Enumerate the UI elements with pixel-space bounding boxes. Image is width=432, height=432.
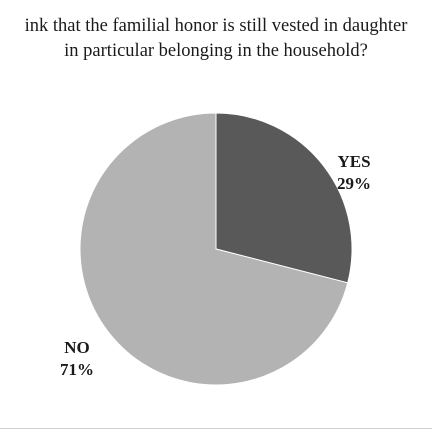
pie-slices (79, 112, 353, 386)
slice-category-label-no: NO (64, 338, 90, 357)
pie-slice-no (79, 112, 349, 386)
pie-labels: YES 29% NO 71% (60, 152, 371, 379)
chart-title-line-2: in particular belonging in the household… (64, 41, 368, 61)
slice-value-label-yes: 29% (337, 174, 371, 193)
slice-value-label-no: 71% (60, 360, 94, 379)
bottom-divider (0, 428, 432, 429)
chart-title-line-1: ink that the familial honor is still ves… (24, 16, 408, 36)
pie-slice-yes (215, 112, 353, 284)
slice-category-label-yes: YES (337, 152, 370, 171)
